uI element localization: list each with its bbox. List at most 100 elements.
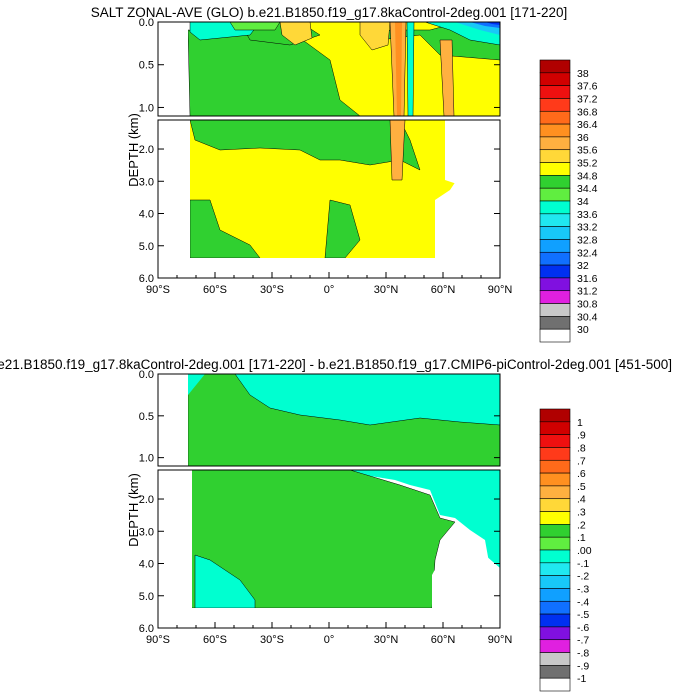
panel-2-colorbar-swatch — [539, 575, 571, 589]
panel-2-upper-frame — [157, 373, 501, 467]
panel-1-y-tick-label: 1.0 — [139, 102, 154, 114]
panel-1-y-tick-label: 0.0 — [139, 17, 154, 29]
panel-2-lower-field — [158, 470, 500, 628]
panel-2-y-tick-label: 2.0 — [139, 494, 154, 506]
panel-2-y-tick-label: 3.0 — [139, 526, 154, 538]
panel-2-upper-field — [158, 374, 500, 466]
panel-1-colorbar-swatch — [539, 187, 571, 202]
panel-2-y-tick-label: 0.0 — [139, 369, 154, 381]
panel-2-x-tick-label: 60°N — [431, 634, 456, 646]
panel-1-lower-field — [158, 120, 500, 278]
panel-2-colorbar-label: .1 — [577, 532, 586, 544]
panel-2-colorbar-label: -.1 — [577, 558, 589, 570]
chart-panel-1: SALT ZONAL-AVE (GLO) b.e21.B1850.f19_g17… — [91, 5, 598, 343]
panel-1-colorbar-label: 33.6 — [577, 209, 598, 221]
panel-1-x-tick-label: 90°S — [146, 284, 170, 296]
panel-1-colorbar-label: 33.2 — [577, 222, 598, 234]
panel-2-colorbar-swatch — [539, 549, 571, 564]
panel-2-colorbar-label: -.6 — [577, 622, 589, 634]
panel-1-colorbar-swatch — [539, 72, 571, 86]
panel-1-x-tick-label: 0° — [324, 284, 335, 296]
panel-1-colorbar-label: 34.4 — [577, 183, 598, 195]
panel-2-colorbar-label: .4 — [577, 494, 586, 506]
panel-1-colorbar-swatch — [539, 136, 571, 151]
panel-2-colorbar-swatch — [539, 485, 571, 500]
panel-1-colorbar-label: 34 — [577, 196, 589, 208]
panel-1-colorbar-swatch — [539, 59, 571, 74]
panel-2-colorbar-label: -1 — [577, 673, 586, 685]
panel-1-colorbar-label: 38 — [577, 68, 589, 80]
panel-2-colorbar-swatch — [539, 447, 571, 461]
panel-2-y-tick-label: 4.0 — [139, 559, 154, 571]
panel-2-colorbar-swatch — [539, 421, 571, 435]
panel-1-colorbar-label: 32 — [577, 260, 589, 272]
panel-2-x-tick-label: 30°S — [260, 634, 284, 646]
panel-1-colorbar-swatch — [539, 277, 571, 292]
panel-1-colorbar-label: 35.6 — [577, 145, 598, 157]
panel-1-colorbar-swatch — [539, 123, 571, 138]
panel-2-x-tick-label: 90°S — [146, 634, 170, 646]
panel-2-colorbar-swatch — [539, 588, 571, 602]
panel-1-colorbar-label: 30.8 — [577, 299, 598, 311]
panel-1-colorbar-swatch — [539, 85, 571, 99]
chart-panel-2: b.e21.B1850.f19_g17.8kaControl-2deg.001 … — [0, 357, 672, 692]
panel-1-colorbar-swatch — [539, 264, 571, 279]
panel-1-colorbar-swatch — [539, 251, 571, 266]
panel-2-colorbar-label: -.3 — [577, 583, 589, 595]
panel-1-colorbar-swatch — [539, 213, 571, 227]
panel-1-colorbar-label: 30 — [577, 324, 589, 336]
panel-1-title: SALT ZONAL-AVE (GLO) b.e21.B1850.f19_g17… — [91, 5, 568, 20]
panel-2-colorbar-label: -.4 — [577, 596, 589, 608]
panel-1-colorbar-swatch — [539, 226, 571, 240]
panel-1-colorbar-label: 35.2 — [577, 158, 598, 170]
panel-1-y-tick-label: 3.0 — [139, 176, 154, 188]
panel-2-colorbar-swatch — [539, 472, 571, 487]
panel-1-colorbar-label: 32.8 — [577, 234, 598, 246]
panel-1-upper-field — [158, 22, 500, 116]
panel-1-colorbar-swatch — [539, 175, 571, 189]
panel-2-colorbar-swatch — [539, 434, 571, 448]
panel-1-x-tick-label: 30°N — [374, 284, 399, 296]
panel-1-x-tick-label: 60°N — [431, 284, 456, 296]
panel-1-colorbar-swatch — [539, 149, 571, 163]
panel-2-colorbar-swatch — [539, 600, 571, 615]
panel-2-y-tick-label: 5.0 — [139, 591, 154, 603]
panel-1-colorbar: 3837.637.236.836.43635.635.234.834.43433… — [539, 59, 598, 343]
panel-2-colorbar-swatch — [539, 613, 571, 628]
panel-2-colorbar-label: -.9 — [577, 660, 589, 672]
panel-2-x-tick-label: 0° — [324, 634, 335, 646]
panel-2-colorbar-label: -.8 — [577, 648, 589, 660]
panel-1-x-tick-label: 60°S — [203, 284, 227, 296]
panel-2-x-tick-label: 30°N — [374, 634, 399, 646]
panel-2-colorbar-swatch — [539, 459, 571, 474]
panel-2-colorbar-label: .8 — [577, 442, 586, 454]
panel-1-colorbar-swatch — [539, 316, 571, 330]
panel-1-colorbar-label: 34.8 — [577, 170, 598, 182]
panel-2-colorbar-label: -.7 — [577, 635, 589, 647]
panel-1-axes: 90°S 60°S 30°S 0° 30°N 60°N 90°N 0.0 0.5 1.0 2.0 3.… — [139, 17, 513, 296]
panel-1-colorbar-label: 36.4 — [577, 119, 598, 131]
panel-1-colorbar-label: 37.2 — [577, 93, 598, 105]
panel-1-y-tick-label: 2.0 — [139, 144, 154, 156]
panel-2-colorbar-swatch — [539, 408, 571, 423]
panel-1-colorbar-swatch — [539, 290, 571, 304]
panel-2-axes: 90°S 60°S 30°S 0° 30°N 60°N 90°N 0.0 0.5 1.0 2.0 3.… — [139, 369, 513, 646]
panel-2-colorbar-label: .3 — [577, 507, 586, 519]
panel-1-y-tick-label: 6.0 — [139, 273, 154, 285]
panel-1-y-tick-label: 5.0 — [139, 241, 154, 253]
panel-1-upper-frame — [157, 21, 501, 117]
panel-2-colorbar-swatch — [539, 511, 571, 525]
panel-2-colorbar-label: .6 — [577, 468, 586, 480]
panel-2-colorbar-swatch — [539, 639, 571, 653]
panel-1-colorbar-label: 36 — [577, 132, 589, 144]
panel-2-y-tick-label: 0.5 — [139, 411, 154, 423]
panel-2-colorbar: 1.9.8.7.6.5.4.3.2.1.00-.1-.2-.3-.4-.5-.6… — [539, 408, 592, 692]
panel-1-colorbar-swatch — [539, 110, 571, 125]
panel-1-colorbar-swatch — [539, 162, 571, 176]
panel-2-colorbar-label: .5 — [577, 481, 586, 493]
panel-1-colorbar-swatch — [539, 303, 571, 317]
panel-1-y-tick-label: 4.0 — [139, 209, 154, 221]
panel-1-colorbar-swatch — [539, 239, 571, 253]
panel-2-colorbar-label: -.5 — [577, 609, 589, 621]
